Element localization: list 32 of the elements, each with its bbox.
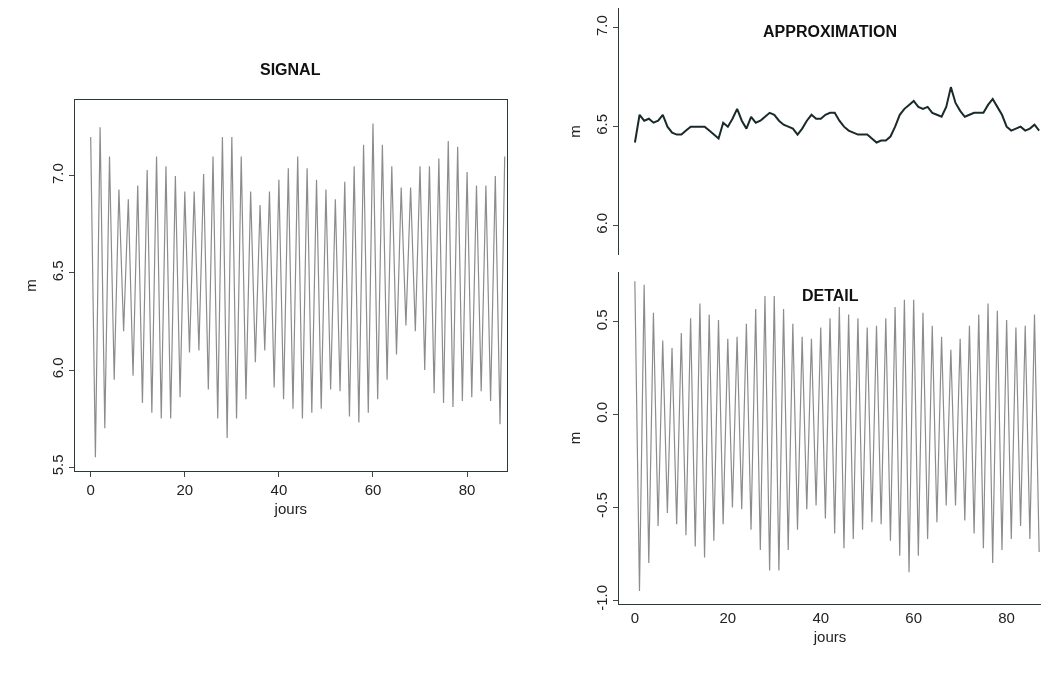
y-tick-label: -1.0 xyxy=(592,584,610,611)
y-tick-label: 0.5 xyxy=(592,309,610,331)
line-series xyxy=(634,280,1040,592)
x-tick-label: 40 xyxy=(812,608,830,626)
x-tick-label: 20 xyxy=(719,608,737,626)
chart-title: SIGNAL xyxy=(260,61,321,78)
line-series xyxy=(90,122,506,458)
text: DETAIL xyxy=(802,287,859,304)
y-tick-label: -0.5 xyxy=(592,492,610,519)
text: APPROXIMATION xyxy=(763,23,897,40)
y-tick-label: 0.0 xyxy=(592,402,610,423)
y-tick-label: 7.0 xyxy=(48,163,66,185)
x-tick-label: 60 xyxy=(364,480,382,498)
y-tick-label: 6.0 xyxy=(592,212,610,234)
y-tick-label: 6.5 xyxy=(48,260,66,282)
y-tick-label: 5.5 xyxy=(48,454,66,476)
x-tick-label: 60 xyxy=(905,608,923,626)
x-tick-label: 40 xyxy=(270,480,288,498)
x-axis-title: jours xyxy=(273,499,308,517)
y-axis-title: m xyxy=(565,431,583,445)
y-axis-title: m xyxy=(21,279,39,292)
x-tick-label: 80 xyxy=(998,608,1015,626)
y-tick-label: 6.0 xyxy=(48,357,66,379)
x-tick-label: 80 xyxy=(458,480,476,498)
y-axis-title: m xyxy=(565,125,583,138)
y-tick-label: 7.0 xyxy=(592,15,610,36)
y-tick-label: 6.5 xyxy=(592,113,610,135)
x-tick-label: 0 xyxy=(630,608,640,626)
x-axis-title: jours xyxy=(812,627,847,645)
x-tick-label: 20 xyxy=(176,480,194,498)
x-tick-label: 0 xyxy=(86,480,95,498)
line-series xyxy=(633,86,1041,144)
